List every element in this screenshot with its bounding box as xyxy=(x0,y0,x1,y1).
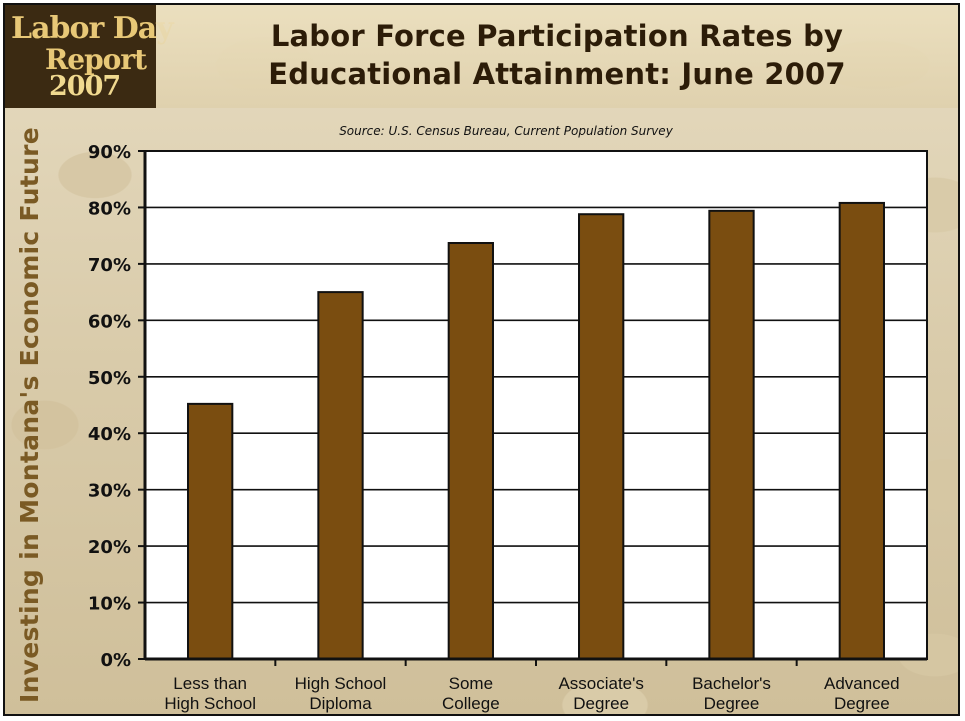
bars xyxy=(187,201,885,661)
y-tick-label: 0% xyxy=(100,650,131,671)
bar xyxy=(578,213,625,660)
chart-title: Labor Force Participation Rates by Educa… xyxy=(156,5,958,108)
y-tick-label: 40% xyxy=(88,424,131,445)
chart-title-line-1: Labor Force Participation Rates by xyxy=(270,19,844,53)
x-tick-label: High School Diploma xyxy=(295,674,387,713)
bar xyxy=(187,402,234,661)
bar xyxy=(708,209,755,660)
bar xyxy=(838,201,885,660)
x-tick-label: Less than High School xyxy=(164,674,256,713)
plot-area xyxy=(145,151,927,659)
y-tick-label: 10% xyxy=(88,594,131,615)
x-tick-label-line: Degree xyxy=(834,694,890,713)
y-tick-label: 90% xyxy=(88,142,131,163)
y-tick-label: 20% xyxy=(88,537,131,558)
chart-frame: Labor Day Report 2007 Labor Force Partic… xyxy=(3,3,960,716)
labor-day-report-logo: Labor Day Report 2007 xyxy=(5,5,174,108)
x-tick-label: Some College xyxy=(442,674,500,713)
bar xyxy=(447,242,494,660)
x-tick-label-line: Diploma xyxy=(309,694,372,713)
x-tick-label: Bachelor's Degree xyxy=(692,674,771,713)
y-axis-ticks: 0% 10% 20% 30% 40% 50% 60% 70% 80% 90% xyxy=(88,142,145,671)
logo-line-2: Report xyxy=(45,43,147,76)
x-tick-label-line: High School xyxy=(295,674,387,693)
logo-line-3: 2007 xyxy=(49,71,121,102)
chart-source: Source: U.S. Census Bureau, Current Popu… xyxy=(339,124,673,138)
x-tick-label-line: High School xyxy=(164,694,256,713)
x-tick-label-line: Associate's xyxy=(558,674,643,693)
x-tick-label-line: Bachelor's xyxy=(692,674,771,693)
logo-line-1: Labor Day xyxy=(11,11,174,46)
x-tick-label-line: Less than xyxy=(173,674,247,693)
y-tick-label: 70% xyxy=(88,255,131,276)
gridlines xyxy=(145,150,927,604)
y-tick-label: 60% xyxy=(88,311,131,332)
x-tick-label-line: College xyxy=(442,694,500,713)
y-tick-label: 80% xyxy=(88,198,131,219)
chart-title-line-2: Educational Attainment: June 2007 xyxy=(268,57,846,91)
x-tick-label-line: Advanced xyxy=(824,674,900,693)
y-tick-label: 30% xyxy=(88,481,131,502)
x-tick-label: Advanced Degree xyxy=(824,674,900,713)
bar xyxy=(317,291,364,660)
y-tick-label: 50% xyxy=(88,368,131,389)
x-tick-label: Associate's Degree xyxy=(558,674,643,713)
x-tick-label-line: Degree xyxy=(573,694,629,713)
x-tick-label-line: Degree xyxy=(704,694,760,713)
bar-chart: 0%10%20%30%40%50%60%70%80%90% Less than H… xyxy=(88,142,928,713)
x-tick-label-line: Some xyxy=(449,674,493,693)
plot-border xyxy=(144,150,928,660)
